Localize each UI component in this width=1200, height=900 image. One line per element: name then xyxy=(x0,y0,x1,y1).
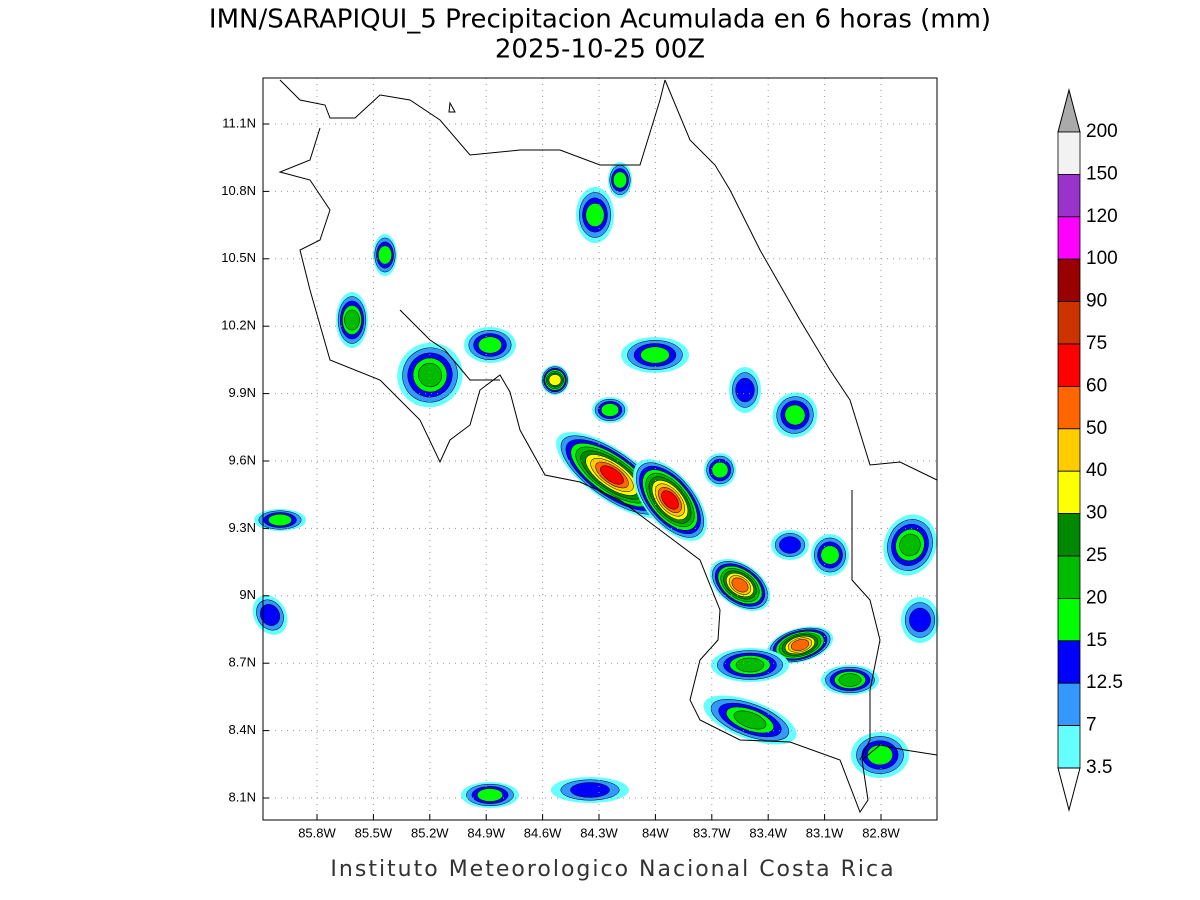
colorbar-label: 90 xyxy=(1086,291,1107,312)
colorbar-label: 25 xyxy=(1086,545,1107,566)
lat-label: 9.6N xyxy=(229,452,256,467)
colorbar-box xyxy=(1057,428,1081,472)
lon-label: 85.2W xyxy=(411,825,449,840)
rain-contour xyxy=(731,577,749,593)
rain-contour xyxy=(733,710,767,730)
rain-contour xyxy=(838,673,862,687)
rain-contour xyxy=(600,465,624,485)
colorbar-label: 75 xyxy=(1086,333,1107,354)
lon-label: 84W xyxy=(642,825,669,840)
colorbar-label: 100 xyxy=(1086,248,1118,269)
subtitle: 2025-10-25 00Z xyxy=(495,35,705,65)
colorbar-box xyxy=(1057,131,1081,175)
coastlines xyxy=(278,79,938,814)
lat-label: 9.3N xyxy=(229,520,256,535)
coastline xyxy=(278,127,938,814)
lon-label: 84.6W xyxy=(524,825,562,840)
rain-contour xyxy=(899,533,921,557)
lat-label: 10.2N xyxy=(221,318,256,333)
colorbar-box xyxy=(1057,385,1081,430)
border xyxy=(399,309,500,381)
map-frame xyxy=(262,77,938,821)
rain-contour xyxy=(377,245,393,265)
lat-label: 8.1N xyxy=(229,789,256,804)
colorbar-under xyxy=(1057,767,1081,812)
rain-contour xyxy=(612,171,628,189)
colorbar-label: 200 xyxy=(1086,121,1118,142)
coastline xyxy=(279,79,666,166)
colorbar-label: 30 xyxy=(1086,503,1107,524)
colorbar-label: 3.5 xyxy=(1086,757,1112,778)
colorbar-box xyxy=(1057,470,1081,515)
colorbar-label: 7 xyxy=(1086,715,1097,736)
rain-contour xyxy=(735,377,755,403)
colorbar-box xyxy=(1057,301,1081,345)
rain-contour xyxy=(585,203,605,227)
rain-contour xyxy=(820,545,840,565)
colorbar-label: 15 xyxy=(1086,630,1107,651)
colorbar-box xyxy=(1057,258,1081,303)
footer: Instituto Meteorologico Nacional Costa R… xyxy=(330,857,895,882)
colorbar: 200 150 120 100 90 75 60 50 40 30 25 20 15 12.5 7 3.5 xyxy=(1057,88,1123,812)
lon-label: 83.4W xyxy=(749,825,787,840)
border xyxy=(851,490,881,761)
colorbar-label: 60 xyxy=(1086,375,1107,396)
colorbar-over xyxy=(1057,88,1081,133)
rain-contour xyxy=(344,309,360,331)
precipitation-field xyxy=(252,162,939,808)
rain-contour xyxy=(735,657,765,673)
rain-contour xyxy=(779,536,801,554)
rain-contour xyxy=(477,788,503,802)
colorbar-label: 50 xyxy=(1086,418,1107,439)
colorbar-box xyxy=(1057,640,1081,684)
rain-contour xyxy=(711,461,729,479)
lon-label: 84.9W xyxy=(467,825,505,840)
colorbar-box xyxy=(1057,598,1081,642)
lat-label: 9N xyxy=(239,587,256,602)
lon-label: 85.8W xyxy=(298,825,336,840)
lon-label: 83.1W xyxy=(806,825,844,840)
colorbar-box xyxy=(1057,216,1081,260)
lon-label: 83.7W xyxy=(693,825,731,840)
colorbar-label: 12.5 xyxy=(1086,672,1123,693)
colorbar-label: 120 xyxy=(1086,206,1118,227)
grid xyxy=(263,78,937,820)
rain-contour xyxy=(867,744,893,766)
coastline xyxy=(664,79,938,481)
title: IMN/SARAPIQUI_5 Precipitacion Acumulada … xyxy=(209,5,991,35)
colorbar-box xyxy=(1057,682,1081,727)
colorbar-box xyxy=(1057,343,1081,387)
colorbar-label: 150 xyxy=(1086,163,1118,184)
lon-label: 82.8W xyxy=(862,825,900,840)
colorbar-box xyxy=(1057,555,1081,599)
rain-contour xyxy=(478,336,502,354)
lat-label: 10.8N xyxy=(221,183,256,198)
rain-contour xyxy=(548,374,562,386)
island xyxy=(448,101,456,113)
rain-contour xyxy=(268,513,292,527)
lat-label: 9.9N xyxy=(229,385,256,400)
lat-label: 8.7N xyxy=(229,655,256,670)
lat-label: 10.5N xyxy=(221,250,256,265)
colorbar-box xyxy=(1057,725,1081,769)
rain-contour xyxy=(259,604,281,626)
colorbar-label: 20 xyxy=(1086,587,1107,608)
rain-contour xyxy=(570,782,610,798)
colorbar-label: 40 xyxy=(1086,460,1107,481)
rain-contour xyxy=(909,607,931,633)
rain-contour xyxy=(661,490,679,510)
rain-contour xyxy=(418,362,442,388)
colorbar-box xyxy=(1057,173,1081,218)
rain-contour xyxy=(784,404,806,426)
lat-label: 8.4N xyxy=(229,722,256,737)
rain-contour xyxy=(790,639,810,651)
lat-label: 11.1N xyxy=(222,115,256,130)
lon-label: 84.3W xyxy=(580,825,618,840)
lon-label: 85.5W xyxy=(355,825,393,840)
colorbar-box xyxy=(1057,513,1081,557)
rain-contour xyxy=(600,403,620,417)
